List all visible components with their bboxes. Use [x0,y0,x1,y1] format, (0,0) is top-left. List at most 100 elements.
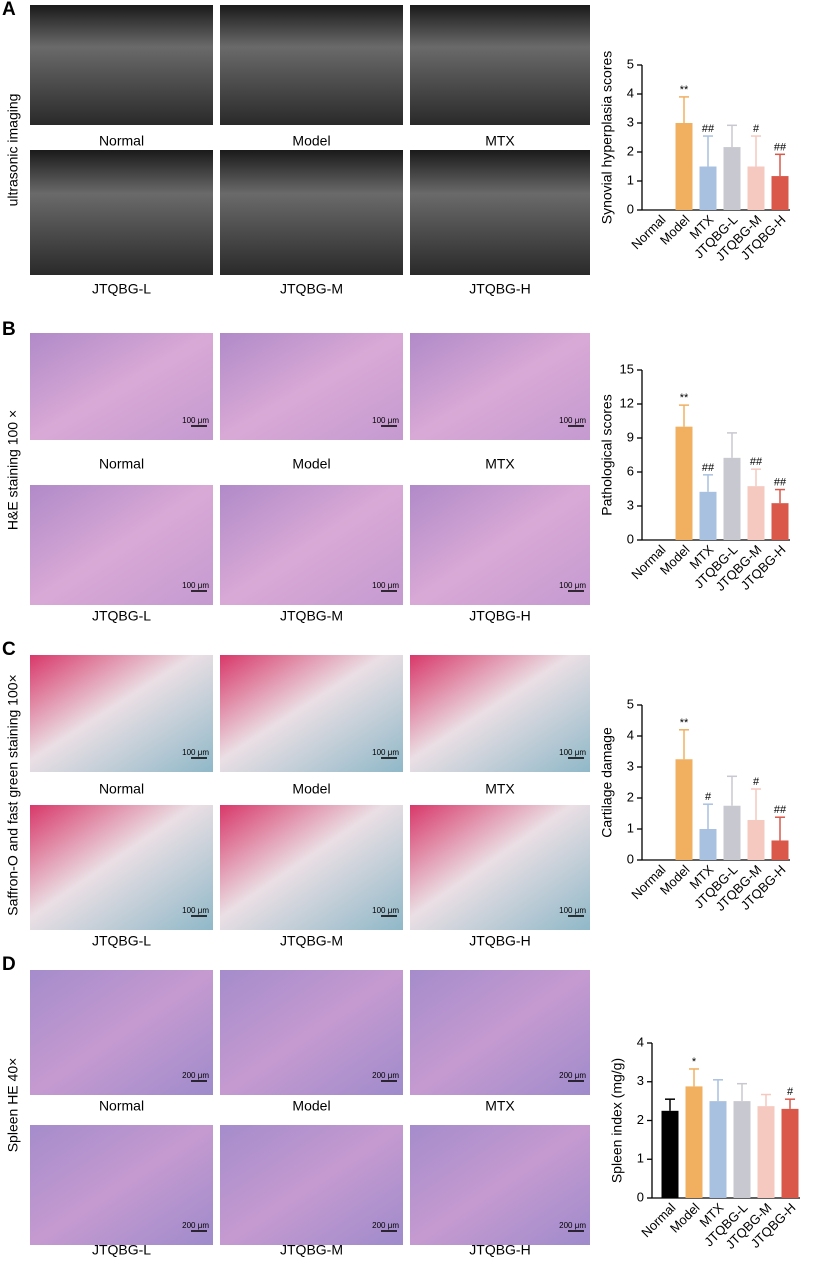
image-caption: MTX [485,133,515,149]
micrograph [410,1125,590,1245]
significance-label: ## [750,456,763,468]
micrograph [220,150,403,275]
row-label: ultrasonic imaging [5,94,21,207]
bar [685,1086,703,1198]
image-caption: JTQBG-M [280,933,343,949]
bar [709,1101,727,1198]
image-caption: Normal [99,1098,144,1114]
scale-bar-label: 100 μm [372,906,399,915]
scale-bar-label: 100 μm [182,416,209,425]
y-tick-label: 5 [627,56,634,71]
micrograph [30,485,213,605]
image-caption: Normal [99,456,144,472]
y-axis-title: Cartilage damage [599,727,615,838]
y-tick-label: 3 [627,114,634,129]
micrograph [30,333,213,440]
bar [771,503,789,540]
scale-bar-label: 100 μm [559,906,586,915]
significance-label: ## [702,462,715,474]
y-tick-label: 6 [627,463,634,478]
bar [747,166,765,210]
y-axis-title: Pathological scores [599,394,615,515]
panel-letter: B [2,319,16,340]
bar [699,166,717,210]
bar [771,840,789,860]
image-caption: Model [292,456,330,472]
image-caption: JTQBG-H [469,933,530,949]
bar [757,1106,775,1198]
bar [723,805,741,860]
bar [747,820,765,860]
y-tick-label: 2 [627,789,634,804]
micrograph [30,150,213,275]
significance-label: ## [702,123,715,135]
micrograph [220,333,403,440]
y-tick-label: 3 [637,1073,644,1088]
scale-bar-label: 200 μm [372,1071,399,1080]
scale-bar-label: 100 μm [559,748,586,757]
significance-label: # [787,1086,794,1098]
scale-bar-label: 100 μm [372,416,399,425]
panel-letter: C [2,639,16,660]
micrograph [410,805,590,930]
significance-label: ** [680,717,689,729]
y-tick-label: 2 [627,143,634,158]
micrograph [410,150,590,275]
image-caption: Model [292,133,330,149]
y-tick-label: 1 [627,172,634,187]
bar [661,1110,679,1198]
significance-label: ** [680,392,689,404]
y-tick-label: 0 [637,1189,644,1204]
image-caption: Normal [99,781,144,797]
y-tick-label: 9 [627,429,634,444]
image-caption: Model [292,781,330,797]
scale-bar-label: 100 μm [182,581,209,590]
image-caption: JTQBG-H [469,281,530,297]
y-tick-label: 4 [627,727,634,742]
scale-bar-label: 200 μm [559,1071,586,1080]
bar [733,1101,751,1198]
micrograph [410,333,590,440]
panel-letter: D [2,954,16,975]
scale-bar-label: 200 μm [372,1221,399,1230]
y-tick-label: 1 [637,1151,644,1166]
micrograph [220,5,403,125]
image-caption: Model [292,1098,330,1114]
y-tick-label: 3 [627,758,634,773]
micrograph [410,655,590,772]
significance-label: ## [774,804,787,816]
micrograph [220,1125,403,1245]
micrograph [220,970,403,1095]
scale-bar-label: 200 μm [182,1221,209,1230]
y-tick-label: 12 [620,395,634,410]
scale-bar-label: 200 μm [182,1071,209,1080]
micrograph [410,5,590,125]
significance-label: ** [680,84,689,96]
y-tick-label: 2 [637,1112,644,1127]
micrograph [30,805,213,930]
significance-label: ## [774,477,787,489]
bar [675,759,693,860]
micrograph [410,970,590,1095]
y-tick-label: 1 [627,820,634,835]
significance-label: # [753,776,760,788]
image-caption: JTQBG-H [469,608,530,624]
scale-bar-label: 100 μm [182,906,209,915]
y-tick-label: 4 [627,85,634,100]
significance-label: # [753,123,760,135]
bar [723,147,741,210]
row-label: H&E staining 100 × [5,410,21,530]
y-tick-label: 5 [627,696,634,711]
y-axis-title: Synovial hyperplasia scores [599,51,615,225]
micrograph [410,485,590,605]
bar [675,123,693,210]
image-caption: JTQBG-L [92,1242,151,1258]
row-label: Spleen HE 40× [5,1058,21,1153]
scale-bar-label: 100 μm [372,581,399,590]
bar [723,457,741,540]
image-caption: JTQBG-L [92,281,151,297]
scale-bar-label: 100 μm [559,416,586,425]
image-caption: MTX [485,781,515,797]
image-caption: JTQBG-M [280,608,343,624]
